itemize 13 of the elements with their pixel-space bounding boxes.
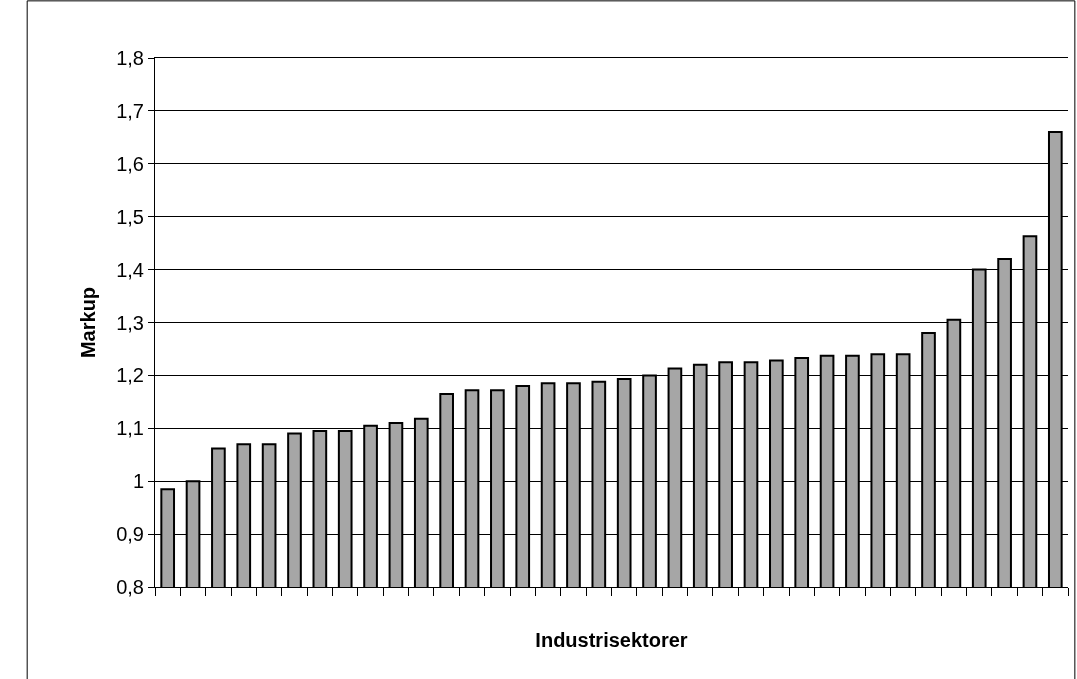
y-tick-label: 1,7 — [116, 99, 144, 122]
y-tick-label: 1,4 — [116, 258, 144, 281]
y-tick-label: 1,2 — [116, 364, 144, 387]
x-axis-title: Industrisektorer — [535, 628, 688, 651]
y-tick-label: 1,6 — [116, 152, 144, 175]
y-tick-label: 1,1 — [116, 417, 144, 440]
y-tick-label: 0,9 — [116, 523, 144, 546]
y-tick-label: 1,3 — [116, 311, 144, 334]
y-axis-title: Markup — [76, 286, 99, 359]
y-tick-label: 1,5 — [116, 205, 144, 228]
y-tick-label: 0,8 — [116, 576, 144, 598]
y-tick-label: 1,8 — [116, 47, 144, 69]
y-tick-label: 1 — [132, 470, 144, 493]
